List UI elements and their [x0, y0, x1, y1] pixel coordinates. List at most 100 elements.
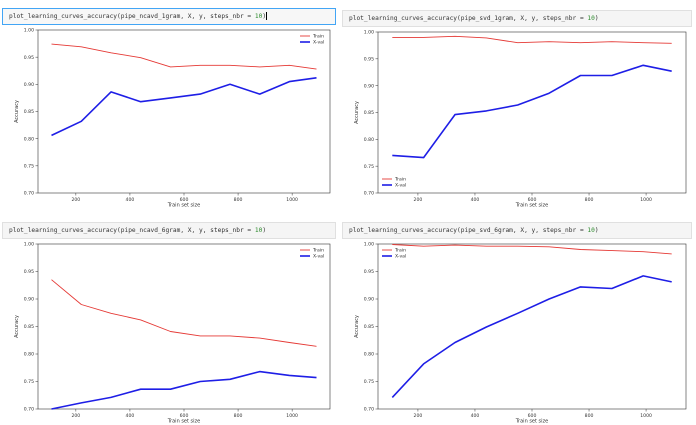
y-axis-label: Accuracy: [354, 315, 360, 338]
y-tick-label: 1.00: [364, 242, 374, 248]
y-tick-label: 0.70: [24, 191, 34, 197]
y-tick-label: 0.80: [24, 136, 34, 142]
y-tick-label: 0.80: [364, 352, 374, 358]
x-tick-label: 400: [126, 197, 135, 203]
y-tick-label: 0.80: [24, 352, 34, 358]
y-tick-label: 0.95: [364, 57, 374, 63]
y-tick-label: 0.90: [364, 297, 374, 303]
y-tick-label: 1.00: [24, 28, 34, 34]
text-cursor: [266, 12, 267, 20]
x-tick-label: 1000: [640, 413, 652, 419]
plot-area: [377, 243, 687, 410]
y-axis-label: Accuracy: [14, 100, 20, 123]
train-series-line: [392, 244, 672, 255]
y-axis-label: Accuracy: [14, 315, 20, 338]
plot-area: [37, 243, 331, 410]
code-text: plot_learning_curves_accuracy(pipe_ncavd…: [9, 227, 255, 234]
x-axis-label: Train set size: [515, 203, 549, 209]
y-tick-label: 0.75: [24, 164, 34, 170]
legend-label: X-val: [395, 183, 406, 189]
legend-label: X-val: [395, 254, 406, 260]
x-tick-label: 800: [234, 197, 243, 203]
x-tick-label: 800: [585, 197, 594, 203]
y-tick-label: 0.75: [364, 379, 374, 385]
xval-series-line: [51, 77, 317, 137]
x-tick-label: 600: [180, 197, 189, 203]
x-tick-label: 800: [585, 413, 594, 419]
y-tick-label: 0.70: [364, 407, 374, 413]
code-input-3[interactable]: plot_learning_curves_accuracy(pipe_ncavd…: [2, 222, 336, 239]
learning-curve-chart-3: 0.70 0.75 0.80 0.85 0.90 0.95 1.00 200 400 600 800…: [14, 242, 331, 425]
xval-series-line: [51, 370, 317, 410]
code-number: 10: [254, 13, 263, 20]
y-tick-label: 0.95: [24, 55, 34, 61]
code-text: plot_learning_curves_accuracy(pipe_svd_1…: [349, 15, 588, 22]
y-tick-label: 0.95: [364, 269, 374, 275]
code-input-1[interactable]: plot_learning_curves_accuracy(pipe_ncavd…: [2, 8, 336, 25]
legend-label: Train: [312, 34, 324, 40]
notebook-cell-4: plot_learning_curves_accuracy(pipe_svd_6…: [342, 222, 692, 424]
y-tick-label: 0.90: [24, 297, 34, 303]
notebook-cell-1: plot_learning_curves_accuracy(pipe_ncavd…: [2, 8, 336, 208]
x-axis-label: Train set size: [167, 419, 201, 425]
x-tick-label: 400: [471, 197, 480, 203]
y-tick-label: 0.85: [24, 109, 34, 115]
y-tick-label: 0.75: [364, 164, 374, 170]
y-tick-label: 0.90: [364, 83, 374, 89]
x-tick-label: 400: [471, 413, 480, 419]
legend-label: Train: [394, 248, 406, 254]
y-axis-label: Accuracy: [354, 101, 360, 124]
x-tick-label: 200: [71, 197, 80, 203]
code-input-2[interactable]: plot_learning_curves_accuracy(pipe_svd_1…: [342, 10, 692, 27]
legend-label: Train: [394, 177, 406, 183]
y-tick-label: 0.70: [24, 407, 34, 413]
code-number: 10: [587, 15, 595, 22]
code-suffix: ): [594, 227, 599, 234]
y-tick-label: 0.85: [364, 324, 374, 330]
x-tick-label: 1000: [286, 197, 298, 203]
code-text: plot_learning_curves_accuracy(pipe_svd_6…: [349, 227, 588, 234]
y-tick-label: 0.85: [364, 110, 374, 116]
y-tick-label: 0.70: [364, 191, 374, 197]
learning-curve-chart-4: 0.70 0.75 0.80 0.85 0.90 0.95 1.00 200 400 600 800…: [354, 242, 687, 425]
x-tick-label: 200: [414, 197, 423, 203]
plot-area: [377, 31, 687, 194]
x-axis-label: Train set size: [515, 419, 549, 425]
x-tick-label: 200: [71, 413, 80, 419]
train-series-line: [392, 35, 672, 44]
code-input-4[interactable]: plot_learning_curves_accuracy(pipe_svd_6…: [342, 222, 692, 239]
notebook-cell-3: plot_learning_curves_accuracy(pipe_ncavd…: [2, 222, 336, 424]
x-tick-label: 1000: [286, 413, 298, 419]
legend-label: Train: [312, 248, 324, 254]
legend-label: X-val: [313, 40, 324, 46]
code-text: plot_learning_curves_accuracy(pipe_ncavd…: [9, 13, 255, 20]
learning-curve-chart-1: 0.70 0.75 0.80 0.85 0.90 0.95 1.00 200 400 600 800…: [14, 28, 331, 209]
x-tick-label: 200: [414, 413, 423, 419]
x-tick-label: 600: [528, 413, 537, 419]
y-tick-label: 0.75: [24, 379, 34, 385]
code-number: 10: [587, 227, 595, 234]
y-tick-label: 0.85: [24, 324, 34, 330]
y-tick-label: 0.80: [364, 137, 374, 143]
notebook-cell-2: plot_learning_curves_accuracy(pipe_svd_1…: [342, 10, 692, 208]
x-tick-label: 600: [180, 413, 189, 419]
x-axis-label: Train set size: [167, 203, 201, 209]
xval-series-line: [391, 275, 672, 398]
train-series-line: [51, 43, 317, 70]
legend-label: X-val: [313, 254, 324, 260]
x-tick-label: 400: [126, 413, 135, 419]
code-number: 10: [254, 227, 263, 234]
xval-series-line: [392, 64, 672, 159]
y-tick-label: 1.00: [364, 30, 374, 36]
x-tick-label: 800: [234, 413, 243, 419]
y-tick-label: 0.90: [24, 82, 34, 88]
x-tick-label: 600: [528, 197, 537, 203]
x-tick-label: 1000: [640, 197, 652, 203]
code-suffix: ): [262, 13, 267, 20]
train-series-line: [51, 279, 317, 347]
y-tick-label: 0.95: [24, 269, 34, 275]
plot-area: [37, 29, 331, 194]
code-suffix: ): [262, 227, 267, 234]
y-tick-label: 1.00: [24, 242, 34, 248]
code-suffix: ): [594, 15, 599, 22]
